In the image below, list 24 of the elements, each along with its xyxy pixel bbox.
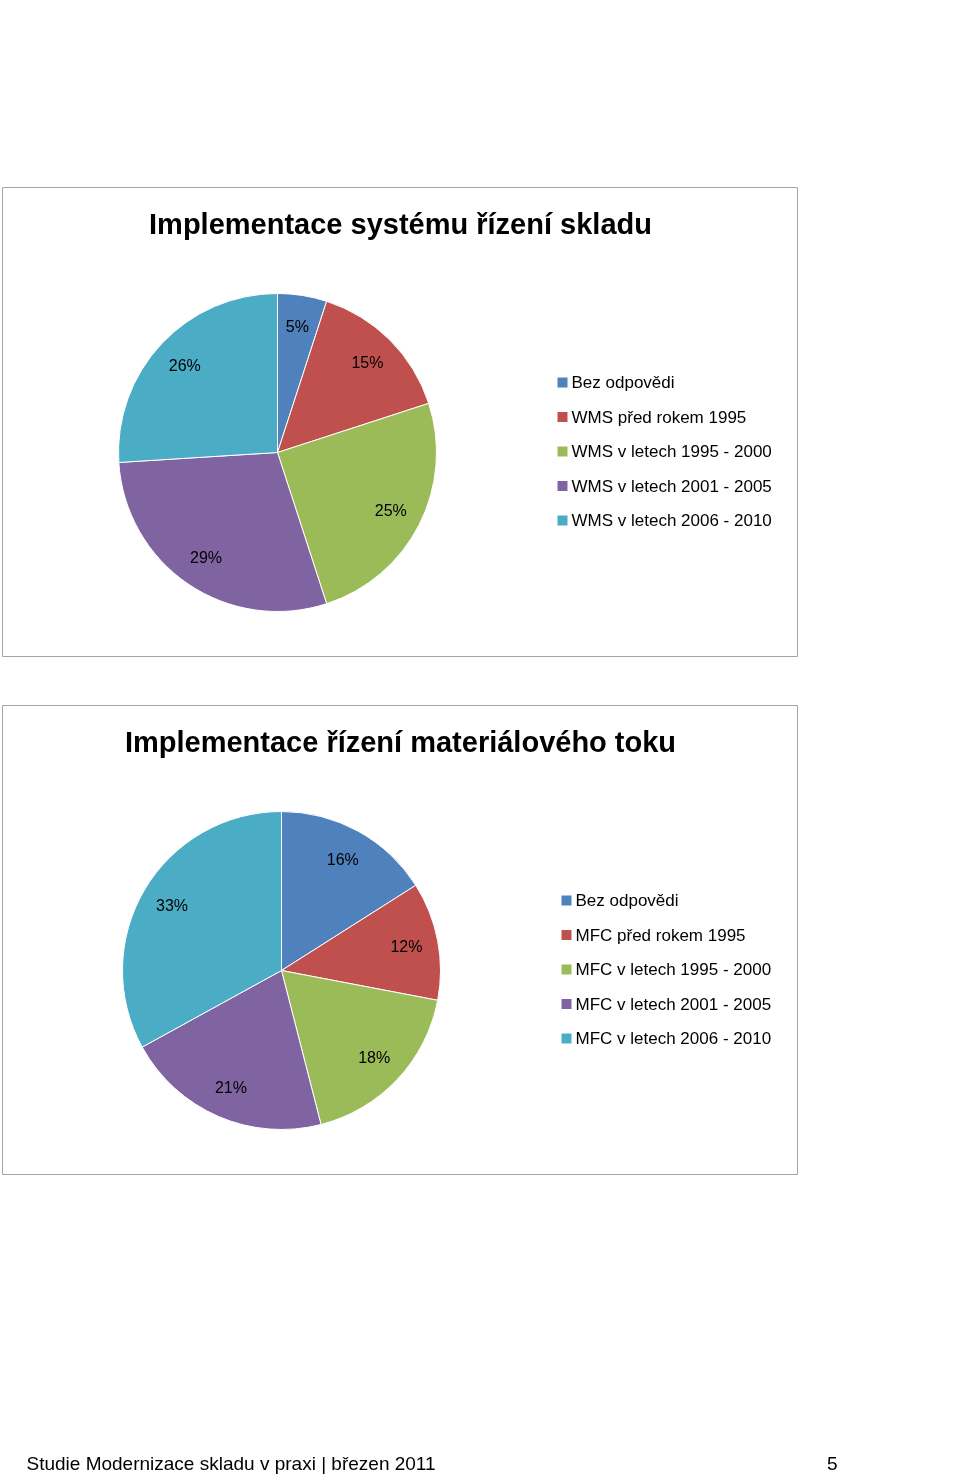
legend-label: MFC v letech 1995 - 2000 — [575, 960, 772, 979]
legend-label: MFC v letech 2006 - 2010 — [575, 1029, 772, 1048]
data-label: 12% — [390, 938, 423, 956]
legend-label: WMS před rokem 1995 — [571, 407, 747, 427]
data-label: 29% — [189, 549, 223, 567]
legend-label: Bez odpovědi — [571, 373, 675, 392]
text: Studie Modernizace skladu v praxi | březen 2011 — [26, 1453, 436, 1474]
data-label: 25% — [374, 501, 407, 519]
legend-label: MFC v letech 2001 - 2005 — [575, 994, 772, 1014]
legend-label: Bez odpovědi — [575, 891, 679, 910]
data-label: 5% — [285, 318, 309, 336]
legend-label: WMS v letech 1995 - 2000 — [571, 442, 772, 461]
data-label: 21% — [214, 1078, 247, 1096]
data-label: 26% — [168, 356, 201, 374]
chart-title: Implementace řízení materiálového toku — [124, 725, 677, 758]
legend-label: MFC před rokem 1995 — [575, 925, 746, 945]
data-label: 15% — [351, 354, 384, 372]
legend-label: WMS v letech 2001 - 2005 — [571, 476, 772, 496]
chart-title: Implementace systému řízení skladu — [149, 207, 652, 240]
data-label: 33% — [156, 897, 189, 915]
legend-label: WMS v letech 2006 - 2010 — [571, 511, 772, 530]
text: 5 — [826, 1453, 838, 1474]
data-label: 18% — [358, 1049, 391, 1067]
data-label: 16% — [326, 850, 359, 868]
